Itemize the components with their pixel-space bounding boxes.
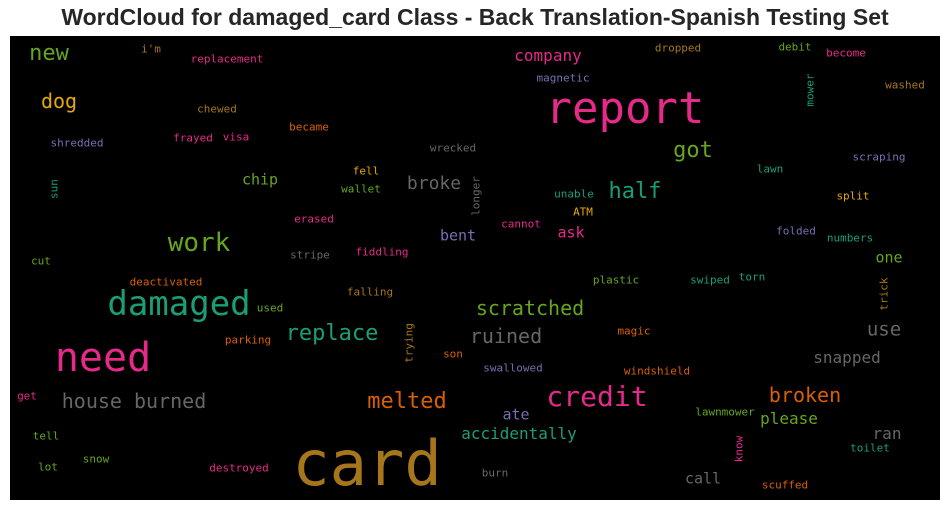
word-ate: ate: [502, 405, 530, 424]
word-parking: parking: [224, 333, 272, 347]
word-call: call: [684, 469, 722, 488]
word-longer: longer: [469, 176, 483, 216]
word-fell: fell: [352, 164, 380, 178]
word-toilet: toilet: [850, 441, 890, 455]
word-ask: ask: [557, 223, 585, 242]
word-report: report: [545, 83, 705, 134]
word-lawn: lawn: [756, 162, 784, 176]
word-lot: lot: [38, 460, 58, 474]
word-split: split: [836, 189, 870, 203]
word-work: work: [167, 228, 231, 258]
word-washed: washed: [885, 78, 925, 92]
word-house-burned: house burned: [61, 389, 207, 413]
word-folded: folded: [776, 224, 816, 238]
word-replace: replace: [285, 321, 379, 346]
word-dropped: dropped: [654, 41, 702, 55]
word-card: card: [292, 427, 442, 500]
word-became: became: [289, 120, 329, 134]
word-scraping: scraping: [852, 150, 906, 164]
word-shredded: shredded: [50, 136, 104, 150]
word-falling: falling: [346, 285, 394, 299]
word-got: got: [673, 138, 713, 163]
word-one: one: [875, 248, 903, 267]
word-dog: dog: [40, 89, 78, 113]
word-used: used: [256, 301, 284, 315]
word-scratched: scratched: [475, 296, 585, 320]
word-stripe: stripe: [290, 248, 330, 262]
word-replacement: replacement: [190, 52, 264, 66]
word-need: need: [54, 335, 152, 381]
word-destroyed: destroyed: [209, 461, 269, 475]
word-trick: trick: [877, 277, 891, 311]
word-lawnmower: lawnmower: [695, 405, 755, 419]
word-new: new: [29, 41, 69, 66]
word-swiped: swiped: [690, 273, 730, 287]
word-chip: chip: [241, 170, 279, 189]
word-erased: erased: [294, 212, 334, 226]
word-debit: debit: [778, 40, 812, 54]
word-swallowed: swallowed: [483, 361, 543, 375]
word-melted: melted: [367, 389, 447, 414]
word-plastic: plastic: [592, 273, 640, 287]
word-use: use: [866, 318, 902, 341]
word-please: please: [760, 409, 818, 428]
word-son: son: [443, 347, 463, 361]
word-ran: ran: [872, 424, 902, 443]
word-torn: torn: [738, 270, 766, 284]
word-damaged: damaged: [107, 284, 251, 324]
word-frayed: frayed: [173, 131, 213, 145]
word-chewed: chewed: [197, 102, 237, 116]
word-fiddling: fiddling: [355, 245, 409, 259]
word-trying: trying: [402, 323, 416, 363]
chart-title: WordCloud for damaged_card Class - Back …: [61, 4, 889, 30]
word-get: get: [17, 389, 37, 403]
word-burn: burn: [481, 466, 509, 480]
word-i-m: i'm: [141, 42, 161, 56]
word-broke: broke: [406, 173, 462, 194]
word-company: company: [514, 46, 582, 65]
word-credit: credit: [546, 380, 648, 413]
word-cannot: cannot: [501, 217, 541, 231]
word-scuffed: scuffed: [761, 478, 809, 492]
word-visa: visa: [222, 130, 250, 144]
word-snow: snow: [82, 452, 110, 466]
word-wrecked: wrecked: [429, 141, 477, 155]
word-become: become: [826, 46, 866, 60]
wordcloud-canvas: card report need damaged credit work half got re…: [10, 36, 940, 500]
word-snapped: snapped: [813, 348, 881, 367]
word-tell: tell: [32, 429, 60, 443]
word-deactivated: deactivated: [129, 275, 203, 289]
word-mower: mower: [803, 73, 817, 107]
word-atm: ATM: [573, 205, 593, 219]
word-wallet: wallet: [341, 182, 381, 196]
word-know: know: [732, 435, 746, 463]
word-cut: cut: [31, 254, 51, 268]
word-half: half: [608, 179, 662, 204]
word-ruined: ruined: [469, 324, 543, 348]
word-unable: unable: [554, 187, 594, 201]
word-accidentally: accidentally: [461, 424, 577, 443]
word-numbers: numbers: [826, 231, 874, 245]
word-magnetic: magnetic: [536, 71, 590, 85]
word-sun: sun: [47, 179, 61, 199]
word-bent: bent: [439, 226, 477, 245]
word-windshield: windshield: [623, 364, 691, 378]
word-broken: broken: [768, 383, 842, 407]
word-magic: magic: [617, 324, 651, 338]
